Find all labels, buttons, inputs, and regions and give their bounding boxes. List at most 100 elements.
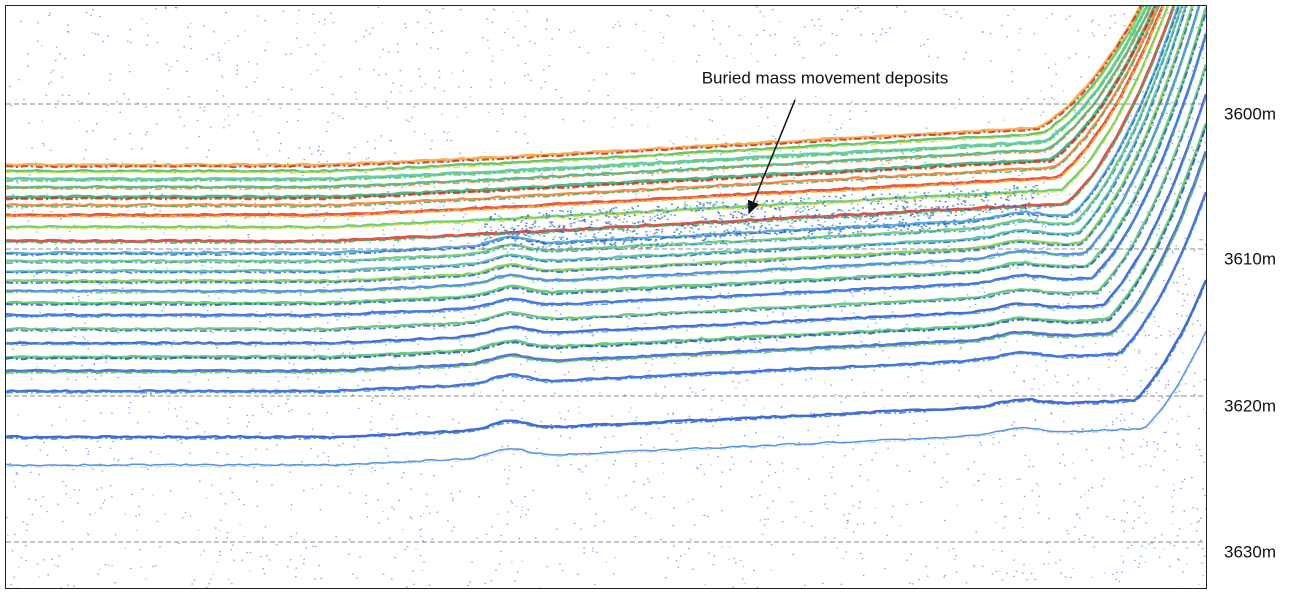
speckle: [534, 42, 536, 44]
deposit-speckle: [722, 240, 724, 242]
speckle: [467, 242, 470, 244]
speckle: [756, 6, 758, 8]
deposit-speckle: [684, 237, 687, 239]
deposit-speckle: [772, 215, 775, 217]
speckle: [607, 47, 609, 49]
speckle: [489, 86, 492, 88]
speckle: [397, 241, 399, 243]
speckle: [859, 501, 861, 503]
speckle: [1204, 555, 1206, 557]
speckle: [221, 292, 224, 294]
deposit-speckle: [702, 239, 705, 242]
deposit-speckle: [616, 215, 619, 217]
deposit-speckle: [734, 211, 737, 213]
deposit-speckle: [577, 226, 580, 229]
speckle: [772, 261, 775, 263]
deposit-speckle: [692, 231, 695, 233]
speckle: [588, 181, 590, 183]
speckle: [50, 81, 52, 83]
speckle: [1090, 324, 1092, 326]
speckle: [1023, 380, 1025, 382]
deposit-speckle: [642, 215, 645, 218]
speckle: [220, 519, 222, 521]
speckle: [1018, 174, 1020, 177]
speckle: [973, 357, 976, 359]
speckle: [175, 278, 178, 280]
deposit-speckle: [960, 203, 963, 205]
speckle: [896, 6, 898, 8]
speckle: [612, 463, 615, 466]
deposit-speckle: [780, 206, 783, 209]
speckle: [1200, 517, 1202, 519]
deposit-speckle: [735, 216, 738, 219]
deposit-speckle: [813, 206, 815, 208]
speckle: [1114, 22, 1116, 24]
deposit-speckle: [685, 204, 688, 206]
speckle: [321, 87, 323, 89]
deposit-speckle: [816, 199, 819, 202]
deposit-speckle: [934, 200, 937, 202]
deposit-speckle: [611, 229, 614, 231]
deposit-speckle: [614, 242, 617, 244]
depth-label: 3610m: [1224, 249, 1276, 268]
speckle: [1013, 421, 1015, 423]
speckle: [835, 54, 838, 56]
speckle: [228, 124, 231, 126]
reflector: [6, 7, 1206, 306]
deposit-speckle: [751, 216, 753, 218]
deposit-speckle: [545, 213, 548, 215]
speckle: [822, 582, 824, 584]
speckle: [458, 86, 460, 88]
speckle: [824, 536, 826, 538]
speckle: [965, 582, 968, 584]
speckle: [794, 316, 797, 318]
speckle: [958, 98, 961, 100]
speckle: [205, 587, 208, 588]
speckle: [179, 116, 181, 118]
speckle: [772, 311, 774, 313]
deposit-speckle: [690, 227, 693, 229]
speckle: [721, 546, 724, 548]
speckle: [410, 488, 412, 490]
speckle: [109, 447, 112, 449]
speckle: [934, 447, 936, 449]
speckle: [1056, 381, 1059, 383]
speckle: [27, 53, 29, 55]
speckle: [1021, 208, 1024, 210]
speckle: [231, 583, 233, 585]
speckle: [316, 69, 319, 71]
deposit-speckle: [575, 228, 578, 230]
speckle: [442, 7, 445, 10]
speckle: [320, 367, 323, 369]
speckle: [1092, 133, 1095, 135]
speckle: [501, 108, 503, 110]
deposit-speckle: [957, 203, 959, 205]
deposit-speckle: [548, 244, 551, 247]
speckle: [1019, 28, 1022, 30]
deposit-speckle: [673, 231, 676, 233]
speckle: [766, 461, 769, 463]
deposit-speckle: [835, 229, 838, 231]
speckle: [719, 416, 721, 418]
speckle: [382, 48, 384, 50]
deposit-speckle: [972, 217, 975, 220]
deposit-speckle: [694, 237, 697, 240]
speckle: [892, 505, 894, 507]
speckle: [959, 348, 962, 350]
speckle: [460, 344, 462, 346]
speckle: [377, 499, 379, 501]
deposit-speckle: [741, 215, 744, 217]
speckle: [782, 312, 784, 314]
deposit-speckle: [656, 206, 659, 208]
speckle: [909, 396, 911, 398]
speckle: [1036, 504, 1039, 506]
speckle: [704, 237, 707, 239]
deposit-speckle: [928, 217, 931, 220]
speckle: [189, 452, 191, 454]
speckle: [970, 224, 973, 226]
deposit-speckle: [882, 223, 885, 225]
speckle: [1046, 246, 1049, 248]
deposit-speckle: [873, 221, 876, 223]
speckle: [992, 158, 994, 161]
speckle: [755, 347, 757, 349]
